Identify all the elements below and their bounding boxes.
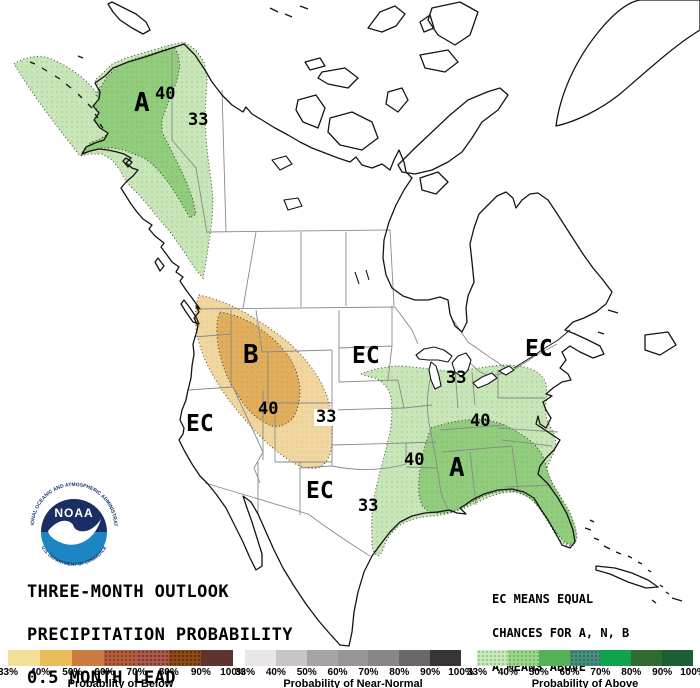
- colorbar-near-normal-caption: Probability of Near-Normal: [283, 678, 423, 688]
- legend-key-block: EC MEANS EQUAL CHANCES FOR A, N, B A MEA…: [492, 572, 629, 688]
- mainland-coast: [81, 43, 613, 647]
- pacific-islands: [29, 55, 200, 325]
- chukotka-coast: [107, 1, 151, 35]
- colorbar-near-normal: 33% 40% 50% 60% 70% 80% 90% 100% Probability of…: [235, 650, 474, 688]
- colorbar-cell: [104, 650, 137, 666]
- colorbar-above-caption: Probability of Above: [531, 678, 639, 688]
- colorbar-cell: [72, 650, 105, 666]
- colorbar-cell: [662, 650, 694, 666]
- colorbar-cell: [245, 650, 276, 666]
- colorbar-cell: [337, 650, 369, 666]
- colorbar-below-ticks: 33% 40% 50% 60% 70% 80% 90% 100%: [0, 666, 246, 678]
- colorbar-below-cells: [8, 650, 233, 666]
- colorbar-tick: 33%: [234, 667, 256, 678]
- title-block: THREE-MONTH OUTLOOK PRECIPITATION PROBAB…: [27, 556, 293, 688]
- colorbar-cell: [40, 650, 73, 666]
- legend-line-2: CHANCES FOR A, N, B: [492, 626, 630, 641]
- colorbar-cell: [136, 650, 169, 666]
- colorbar-tick: 50%: [62, 667, 83, 678]
- greenland-coast: [555, 0, 700, 127]
- colorbar-cell: [168, 650, 201, 666]
- arctic-islands: [269, 1, 509, 195]
- colorbar-cell: [368, 650, 400, 666]
- colorbar-tick: 80%: [158, 667, 179, 678]
- colorbar-cell: [600, 650, 632, 666]
- legend-line-1: EC MEANS EQUAL: [492, 592, 594, 607]
- title-line-3: 0.5 MONTH LEAD: [27, 668, 176, 688]
- atlantic-islands: [584, 309, 683, 604]
- interior-lakes: [271, 155, 515, 390]
- colorbar-tick: 33%: [466, 667, 488, 678]
- colorbar-cell: [306, 650, 338, 666]
- colorbar-tick: 70%: [126, 667, 147, 678]
- colorbar-tick: 90%: [190, 667, 211, 678]
- colorbar-cell: [507, 650, 539, 666]
- region-alaska-above-40: [80, 46, 197, 219]
- colorbar-tick: 40%: [497, 667, 518, 678]
- colorbar-above-ticks: 33% 40% 50% 60% 70% 80% 90% 100%: [467, 666, 700, 678]
- st-lawrence-river: [513, 329, 571, 369]
- colorbar-cell: [275, 650, 307, 666]
- region-west-below-40: [216, 311, 301, 427]
- colorbar-tick: 40%: [265, 667, 286, 678]
- colorbar-near-normal-ticks: 33% 40% 50% 60% 70% 80% 90% 100%: [235, 666, 474, 678]
- colorbar-cell: [399, 650, 431, 666]
- logo-gull: [48, 519, 101, 545]
- colorbar-tick: 70%: [358, 667, 379, 678]
- colorbar-cell: [477, 650, 508, 666]
- title-line-2: PRECIPITATION PROBABILITY: [27, 625, 293, 646]
- colorbar-tick: 60%: [559, 667, 580, 678]
- colorbar-tick: 60%: [94, 667, 115, 678]
- colorbar-tick: 100%: [220, 667, 246, 678]
- colorbar-below-caption: Probability of Below: [67, 678, 174, 688]
- colorbar-cell: [430, 650, 462, 666]
- colorbar-cell: [8, 650, 41, 666]
- noaa-logo: NOAA NATIONAL OCEANIC AND ATMOSPHERIC AD…: [24, 475, 123, 575]
- colorbar-near-normal-cells: [245, 650, 462, 666]
- colorbar-cell: [569, 650, 601, 666]
- state-province-borders: [171, 52, 559, 557]
- colorbar-tick: 33%: [0, 667, 19, 678]
- colorbar-tick: 90%: [420, 667, 441, 678]
- coastlines: [29, 0, 700, 647]
- logo-name: NOAA: [54, 506, 93, 520]
- colorbar-below: 33% 40% 50% 60% 70% 80% 90% 100% Probability of…: [0, 650, 246, 688]
- colorbar-cell: [200, 650, 233, 666]
- colorbar-above: 33% 40% 50% 60% 70% 80% 90% 100% Probability of…: [467, 650, 700, 688]
- outlook-regions: [13, 41, 578, 557]
- colorbar-tick: 40%: [30, 667, 51, 678]
- colorbar-cell: [631, 650, 663, 666]
- colorbar-tick: 90%: [652, 667, 673, 678]
- colorbar-tick: 50%: [296, 667, 317, 678]
- colorbar-tick: 80%: [389, 667, 410, 678]
- colorbar-tick: 100%: [680, 667, 700, 678]
- colorbar-tick: 100%: [448, 667, 474, 678]
- colorbar-tick: 50%: [528, 667, 549, 678]
- colorbar-tick: 60%: [327, 667, 348, 678]
- title-line-1: THREE-MONTH OUTLOOK: [27, 581, 230, 602]
- colorbar-tick: 80%: [621, 667, 642, 678]
- colorbar-cell: [538, 650, 570, 666]
- colorbar-above-cells: [477, 650, 694, 666]
- colorbar-tick: 70%: [590, 667, 611, 678]
